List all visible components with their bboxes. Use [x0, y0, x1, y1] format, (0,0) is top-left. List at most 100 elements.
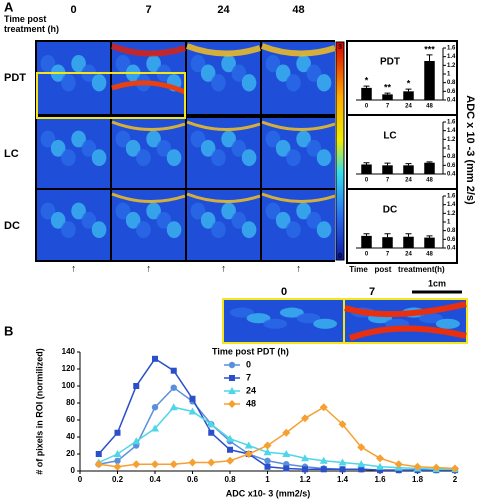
y-tick-label: 80 [66, 398, 75, 407]
y-tick-label: 1 [447, 220, 451, 226]
marker [94, 460, 103, 469]
image-texture [296, 130, 311, 148]
image-texture [71, 54, 86, 73]
image-texture [231, 139, 247, 157]
bar-chart-bg [348, 116, 456, 188]
row-label: DC [4, 220, 20, 232]
marker [228, 400, 236, 408]
marker [170, 367, 177, 374]
colorbar-label: 3 [338, 44, 342, 51]
marker [207, 458, 216, 467]
image-texture [115, 130, 131, 148]
image-texture [91, 149, 107, 167]
image-texture [246, 313, 271, 324]
marker [283, 465, 290, 472]
image-texture [111, 80, 187, 95]
image-texture [306, 139, 322, 157]
marker [113, 462, 122, 471]
marker [376, 454, 384, 463]
panel-label: A [4, 0, 14, 14]
marker [244, 450, 253, 458]
image-texture [110, 43, 186, 57]
x-tick-label: 7 [386, 252, 390, 258]
marker [263, 441, 272, 450]
marker [170, 384, 177, 391]
error-bar [363, 85, 370, 88]
marker [264, 463, 271, 470]
marker [189, 395, 196, 402]
time-header: Time post treatment (h) [4, 14, 59, 34]
x-tick-label: 48 [426, 104, 433, 110]
image-texture [211, 74, 226, 92]
marker [264, 457, 271, 464]
x-tick-label: 24 [405, 252, 412, 258]
image-texture [241, 74, 257, 92]
x-tick-label: 48 [426, 178, 433, 184]
image-texture [313, 318, 338, 329]
y-tick-label: 0.8 [447, 228, 456, 234]
image-texture [275, 211, 291, 229]
image-texture [221, 202, 236, 220]
marker [319, 456, 328, 464]
image-texture [316, 149, 332, 167]
bar [403, 165, 414, 174]
marker [188, 458, 197, 467]
image-texture [418, 313, 444, 324]
y-tick-label: 1.2 [447, 137, 456, 143]
y-tick-label: 1.4 [447, 54, 456, 60]
x-tick-label: 1 [265, 475, 270, 484]
image-texture [50, 139, 66, 157]
time-label: 0 [70, 4, 76, 16]
x-tick-label: 48 [426, 252, 433, 258]
y-tick-label: 0 [71, 466, 76, 475]
y-tick-label: 1.4 [447, 128, 456, 134]
x-tick-label: 1.2 [299, 475, 311, 484]
series-line [98, 406, 455, 471]
error-bar [363, 162, 370, 165]
image-texture [71, 202, 86, 220]
bar [424, 237, 435, 248]
image-texture [136, 149, 151, 167]
error-bar [426, 54, 433, 61]
error-bar [405, 163, 412, 166]
marker [338, 420, 347, 429]
bar [382, 94, 393, 100]
x-tick-label: 0 [365, 252, 369, 258]
annotation: * [407, 79, 411, 89]
adc-label: ADC x 10 -3 (mm 2/s) [464, 95, 476, 205]
image-texture [111, 192, 186, 204]
marker [319, 403, 328, 412]
image-texture [211, 149, 226, 167]
marker [114, 457, 121, 464]
marker [282, 450, 291, 457]
colorbar [335, 41, 345, 261]
image-texture [211, 221, 226, 239]
error-bar [405, 88, 412, 92]
image-texture [146, 54, 161, 73]
y-tick-label: 0.4 [447, 246, 456, 252]
y-tick-label: 0.4 [447, 98, 456, 104]
bar [424, 61, 435, 100]
marker [263, 448, 272, 456]
image-texture [81, 211, 97, 229]
marker [377, 467, 383, 474]
marker [226, 434, 234, 442]
y-tick-label: 100 [62, 381, 76, 390]
image-texture [185, 43, 261, 57]
image-texture [231, 64, 247, 82]
marker [188, 407, 197, 415]
bar [382, 165, 393, 174]
marker [229, 375, 235, 381]
image-texture [221, 54, 236, 73]
marker [282, 428, 291, 437]
legend-label: 48 [246, 398, 256, 408]
bar [403, 91, 414, 100]
marker [207, 420, 216, 428]
marker [301, 414, 309, 423]
roi-box [36, 72, 186, 119]
marker [432, 463, 441, 472]
image-texture [275, 64, 291, 82]
image-texture [186, 192, 261, 204]
image-texture [81, 139, 97, 157]
y-tick-label: 1.6 [447, 120, 456, 126]
